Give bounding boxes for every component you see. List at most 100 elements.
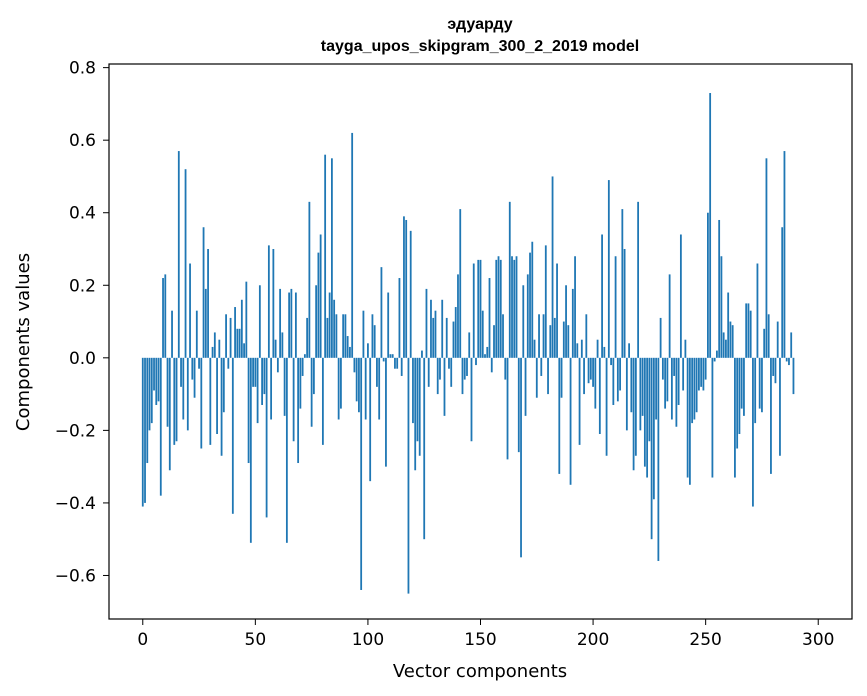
bar-201 [594,357,597,409]
bar-280 [772,357,775,376]
bar-82 [326,317,329,358]
bar-141 [459,209,462,358]
y-tick-label: 0.6 [69,131,96,151]
bar-222 [641,357,644,416]
bar-54 [263,357,266,395]
bar-180 [547,357,549,395]
bar-50 [254,357,257,387]
bar-8 [159,357,162,496]
bar-71 [301,357,304,376]
bar-42 [236,328,239,358]
bar-257 [720,256,723,358]
bar-165 [513,259,516,358]
bar-277 [765,158,768,358]
bar-27 [202,227,205,358]
bar-206 [605,357,608,456]
x-tick-label: 300 [802,630,834,650]
bar-287 [788,357,790,366]
bar-56 [267,245,270,358]
bar-225 [648,357,651,442]
bar-17 [180,357,182,387]
bar-110 [389,354,392,358]
chart-title: эдуарду [447,16,512,33]
bar-52 [258,285,261,358]
bar-289 [792,357,795,395]
bar-107 [382,357,385,362]
bar-74 [308,201,311,358]
bar-202 [596,339,599,358]
bar-36 [222,357,225,413]
bar-70 [299,357,302,409]
bar-6 [155,357,158,405]
bar-176 [538,314,540,358]
bar-190 [569,357,572,485]
bar-182 [551,176,554,358]
bar-57 [270,357,273,420]
bar-218 [632,357,635,471]
bar-21 [189,263,191,358]
bar-229 [657,357,660,561]
bar-197 [585,314,588,358]
bar-43 [238,328,241,358]
x-tick-label: 50 [245,630,267,650]
y-tick-label: 0.4 [69,204,96,224]
bar-72 [303,354,306,358]
bar-267 [743,357,745,416]
bar-153 [486,346,489,358]
bar-29 [207,249,209,358]
bar-59 [274,339,277,358]
bar-61 [279,288,282,358]
bar-18 [182,357,185,420]
bar-170 [524,357,527,416]
bar-228 [655,357,658,420]
bar-25 [198,357,200,369]
bar-68 [294,292,297,358]
bar-210 [614,256,617,358]
bar-109 [387,292,390,358]
bar-115 [400,357,403,376]
bar-269 [747,303,750,358]
bar-237 [675,357,678,427]
y-axis-ticks: −0.6 −0.4 −0.2 0.0 0.2 0.4 0.6 0.8 [55,59,109,586]
bar-85 [333,299,336,358]
bar-30 [209,357,212,445]
bar-90 [344,314,347,358]
bar-80 [321,357,324,445]
bar-75 [310,357,313,427]
bar-279 [770,357,772,474]
bar-288 [790,332,793,358]
bar-196 [583,357,585,395]
bar-235 [670,357,673,420]
bar-124 [421,350,423,358]
bar-84 [331,158,333,358]
bar-79 [319,234,322,358]
bar-259 [725,339,727,358]
bar-250 [704,357,707,380]
bar-245 [693,357,696,420]
bar-98 [362,310,365,358]
bar-175 [535,357,538,398]
bar-131 [436,357,439,395]
bar-191 [571,288,574,358]
bar-263 [734,357,736,478]
bar-157 [495,259,498,358]
bar-261 [729,321,732,358]
bar-223 [643,357,646,467]
y-tick-label: −0.2 [55,421,96,441]
bar-272 [754,357,757,424]
bar-93 [351,132,354,358]
bar-132 [439,357,441,380]
bar-230 [659,317,662,358]
bar-103 [373,325,376,358]
bar-162 [506,357,509,460]
bar-283 [779,357,781,456]
bar-139 [454,307,457,358]
bar-105 [378,357,381,420]
bar-214 [623,249,626,358]
bar-48 [249,357,252,543]
bar-209 [612,357,615,405]
bar-256 [718,219,721,358]
bar-106 [380,267,383,358]
bar-171 [526,274,529,358]
